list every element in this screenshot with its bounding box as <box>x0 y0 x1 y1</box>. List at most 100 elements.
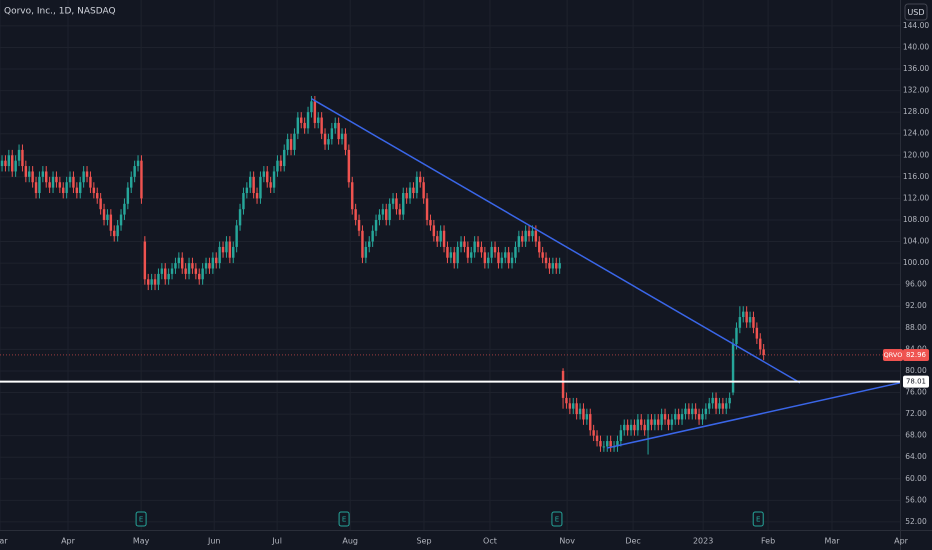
candle-body <box>126 187 130 204</box>
y-tick-label: 140.00 <box>903 42 929 51</box>
candle-body <box>21 149 24 167</box>
candle-body <box>286 139 289 150</box>
candle-body <box>470 252 473 258</box>
candle-body <box>72 176 75 188</box>
candle-body <box>62 187 65 194</box>
candle-body <box>378 214 381 220</box>
candle-body <box>262 171 266 177</box>
candle-body <box>17 149 21 161</box>
candle-body <box>75 187 79 194</box>
candle-body <box>371 230 374 242</box>
candle-body <box>398 209 402 215</box>
candle-body <box>422 182 425 199</box>
candle-body <box>643 424 646 431</box>
candle-body <box>140 160 143 199</box>
candle-body <box>504 252 507 258</box>
candle-body <box>340 133 344 140</box>
event-label: E <box>555 516 559 524</box>
candle-body <box>65 182 68 194</box>
candle-body <box>221 246 225 253</box>
candle-body <box>657 419 660 425</box>
candle-body <box>405 193 408 199</box>
event-marker <box>338 511 350 527</box>
x-tick-label: Mar <box>824 537 840 546</box>
candle-body <box>725 403 728 409</box>
candle-body <box>58 182 62 188</box>
candle-body <box>109 214 113 231</box>
x-tick-label: Mar <box>0 537 8 546</box>
candle-body <box>177 257 181 264</box>
y-tick-label: 124.00 <box>903 129 929 138</box>
candle-body <box>629 424 633 431</box>
candle-body <box>568 403 572 409</box>
candle-body <box>626 424 629 431</box>
candle-body <box>201 268 204 280</box>
candle-body <box>347 149 351 183</box>
candle-body <box>276 160 279 172</box>
candle-body <box>578 408 582 415</box>
candle-body <box>119 214 123 226</box>
candle-body <box>4 160 7 167</box>
candle-body <box>667 419 670 425</box>
candle-body <box>259 176 262 199</box>
symbol-tag-label: QRVO <box>884 351 903 359</box>
y-tick-label: 116.00 <box>903 172 929 181</box>
currency-button[interactable] <box>904 3 928 21</box>
candle-body <box>79 182 82 194</box>
candle-body <box>130 176 133 188</box>
candle-body <box>527 230 531 237</box>
candle-body <box>684 408 687 415</box>
x-tick-label: Apr <box>894 537 909 546</box>
candle-body <box>524 230 527 242</box>
x-tick-label: Nov <box>559 537 575 546</box>
candle-body <box>500 257 504 264</box>
candle-body <box>517 236 521 247</box>
candle-body <box>306 112 310 129</box>
candle-body <box>714 397 718 409</box>
candle-body <box>436 236 439 242</box>
candle-body <box>245 187 249 194</box>
candle-body <box>266 171 269 183</box>
candle-body <box>419 176 422 183</box>
candle-body <box>694 408 697 415</box>
candle-body <box>211 257 215 269</box>
candle-body <box>272 171 276 188</box>
candle-body <box>334 122 337 129</box>
y-tick-label: 64.00 <box>905 452 927 461</box>
candle-body <box>425 198 429 220</box>
candle-body <box>558 263 561 269</box>
candle-body <box>493 246 497 253</box>
candle-body <box>157 273 160 285</box>
y-axis-panel <box>901 0 932 530</box>
candle-body <box>487 257 490 264</box>
candle-body <box>408 187 412 199</box>
candle-body <box>317 117 320 123</box>
candle-body <box>116 225 119 237</box>
candle-body <box>565 397 568 404</box>
y-tick-label: 68.00 <box>905 431 927 440</box>
candle-body <box>160 268 164 274</box>
candle-body <box>653 419 657 425</box>
candle-body <box>463 241 466 247</box>
candle-body <box>561 370 565 398</box>
currency-label[interactable]: USD <box>907 8 924 17</box>
candle-body <box>283 149 286 167</box>
candle-body <box>748 317 752 323</box>
candle-body <box>368 241 371 247</box>
x-tick-label: Feb <box>761 537 775 546</box>
candle-body <box>616 441 619 447</box>
candle-body <box>687 408 691 415</box>
candle-body <box>548 263 551 269</box>
y-tick-label: 112.00 <box>903 193 929 202</box>
y-tick-label: 92.00 <box>905 301 927 310</box>
candle-body <box>323 133 327 145</box>
chart-title: Qorvo, Inc., 1D, NASDAQ <box>4 7 116 17</box>
candle-body <box>215 257 218 264</box>
candle-body <box>704 408 708 415</box>
y-tick-label: 88.00 <box>905 323 927 332</box>
y-tick-label: 108.00 <box>903 215 929 224</box>
candle-body <box>456 246 459 264</box>
candle-body <box>459 241 463 247</box>
candle-body <box>582 408 585 420</box>
